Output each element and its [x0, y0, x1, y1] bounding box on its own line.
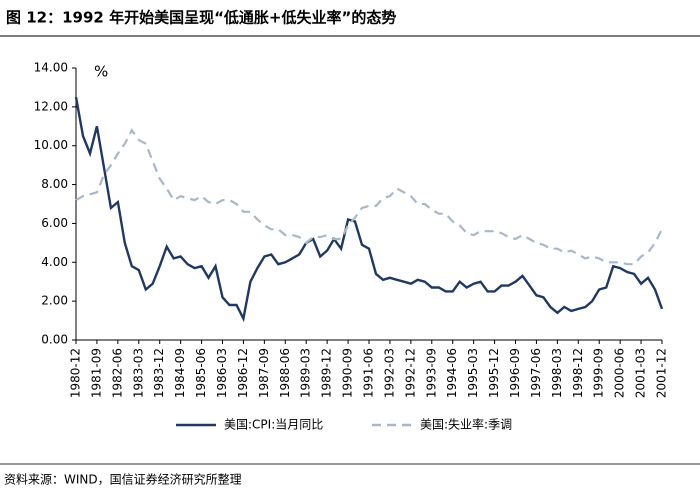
x-tick-label: 1987-09 — [257, 348, 271, 398]
x-tick-label: 2001-03 — [634, 348, 648, 398]
x-tick-label: 1989-03 — [299, 348, 313, 398]
legend-label: 美国:失业率:季调 — [420, 417, 512, 432]
y-tick-label: 10.00 — [34, 138, 68, 152]
x-tick-label: 1990-09 — [341, 348, 355, 398]
x-tick-label: 1993-09 — [424, 348, 438, 398]
x-tick-label: 1996-09 — [508, 348, 522, 398]
x-tick-label: 1994-06 — [445, 348, 459, 398]
x-tick-label: 1995-12 — [487, 348, 501, 398]
x-tick-label: 1985-06 — [194, 348, 208, 398]
x-tick-label: 1983-12 — [152, 348, 166, 398]
chart-title: 图 12：1992 年开始美国呈现“低通胀+低失业率”的态势 — [6, 9, 396, 27]
x-tick-label: 1988-06 — [278, 348, 292, 398]
x-tick-label: 1983-03 — [131, 348, 145, 398]
x-tick-label: 1982-06 — [110, 348, 124, 398]
x-tick-label: 1984-09 — [173, 348, 187, 398]
x-tick-label: 1998-12 — [571, 348, 585, 398]
y-tick-label: 2.00 — [41, 294, 68, 308]
x-tick-label: 1989-12 — [320, 348, 334, 398]
x-tick-label: 2001-12 — [655, 348, 669, 398]
legend-label: 美国:CPI:当月同比 — [224, 418, 323, 432]
y-tick-label: 6.00 — [41, 216, 68, 230]
x-tick-label: 1998-03 — [550, 348, 564, 398]
series-line — [75, 128, 663, 266]
x-tick-label: 1992-12 — [403, 348, 417, 398]
y-tick-label: 14.00 — [34, 61, 68, 75]
y-tick-label: 8.00 — [41, 177, 68, 191]
unit-annotation: % — [94, 63, 108, 81]
y-tick-label: 0.00 — [41, 333, 68, 347]
x-tick-label: 1999-09 — [592, 348, 606, 398]
x-tick-label: 1991-06 — [362, 348, 376, 398]
series-line — [74, 96, 664, 323]
x-tick-label: 1986-03 — [215, 348, 229, 398]
x-tick-label: 1986-12 — [236, 348, 250, 398]
x-tick-label: 1997-06 — [529, 348, 543, 398]
y-tick-label: 12.00 — [34, 99, 68, 113]
x-tick-label: 1992-03 — [382, 348, 396, 398]
x-tick-label: 1981-09 — [89, 348, 103, 398]
source-note: 资料来源：WIND，国信证券经济研究所整理 — [4, 472, 242, 487]
x-tick-label: 2000-06 — [613, 348, 627, 398]
x-tick-label: 1980-12 — [69, 348, 83, 398]
x-tick-label: 1995-03 — [466, 348, 480, 398]
y-tick-label: 4.00 — [41, 255, 68, 269]
